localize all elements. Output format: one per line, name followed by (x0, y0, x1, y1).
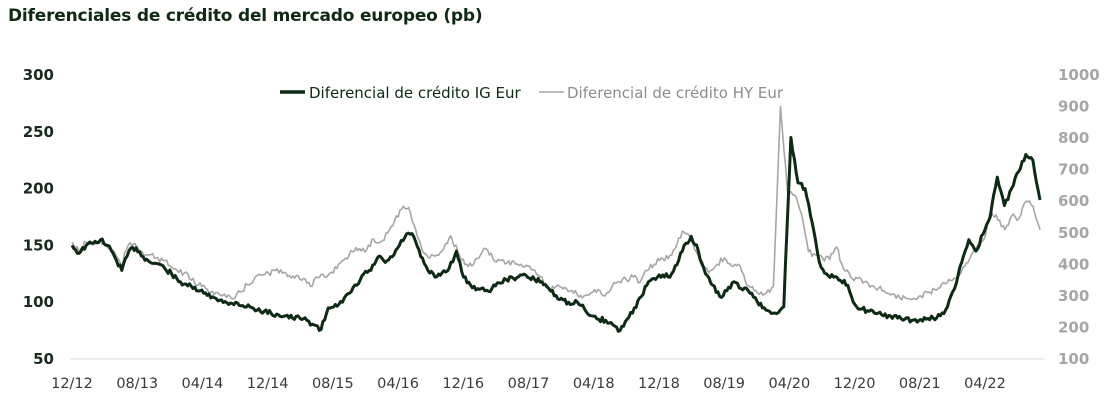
x-axis: 12/12 08/13 04/14 12/14 08/15 04/16 12/16 08/17… (51, 376, 1006, 392)
y-right-tick-label: 400 (1058, 255, 1089, 273)
series-group (70, 105, 1042, 333)
y-right-tick-label: 100 (1058, 350, 1089, 368)
y-right-tick-label: 800 (1058, 129, 1089, 147)
y-left-tick-label: 100 (23, 293, 54, 311)
y-right-tick-label: 600 (1058, 192, 1089, 210)
y-left-tick-label: 200 (23, 180, 54, 198)
series-line-hy (71, 105, 1041, 301)
x-tick-label: 04/20 (768, 376, 810, 392)
y-left-tick-label: 250 (23, 123, 54, 141)
y-right-tick-label: 700 (1058, 161, 1089, 179)
y-left-tick-label: 150 (23, 236, 54, 254)
y-axis-right: 100 200 300 400 500 600 700 800 900 1000 (1058, 66, 1100, 368)
x-tick-label: 12/14 (247, 376, 289, 392)
legend-hy-label: Diferencial de crédito HY Eur (567, 84, 784, 102)
x-tick-label: 04/22 (964, 376, 1006, 392)
y-left-tick-label: 50 (33, 350, 54, 368)
y-left-tick-label: 300 (23, 66, 54, 84)
x-tick-label: 08/17 (508, 376, 550, 392)
legend: Diferencial de crédito IG Eur Diferencia… (280, 84, 784, 102)
y-right-tick-label: 1000 (1058, 66, 1100, 84)
x-tick-label: 12/12 (51, 376, 93, 392)
x-tick-label: 04/18 (573, 376, 615, 392)
x-tick-label: 04/14 (182, 376, 224, 392)
series-line-ig (70, 136, 1042, 333)
x-tick-label: 08/15 (312, 376, 354, 392)
x-tick-label: 08/19 (703, 376, 745, 392)
x-tick-label: 08/21 (899, 376, 941, 392)
x-tick-label: 12/20 (834, 376, 876, 392)
chart-title: Diferenciales de crédito del mercado eur… (8, 6, 483, 26)
x-tick-label: 08/13 (116, 376, 158, 392)
y-right-tick-label: 200 (1058, 318, 1089, 336)
x-tick-label: 04/16 (377, 376, 419, 392)
y-right-tick-label: 500 (1058, 224, 1089, 242)
y-right-tick-label: 300 (1058, 287, 1089, 305)
x-tick-label: 12/18 (638, 376, 680, 392)
x-tick-label: 12/16 (442, 376, 484, 392)
legend-ig-label: Diferencial de crédito IG Eur (309, 84, 521, 102)
y-axis-left: 50 100 150 200 250 300 (23, 66, 54, 368)
y-right-tick-label: 900 (1058, 98, 1089, 116)
